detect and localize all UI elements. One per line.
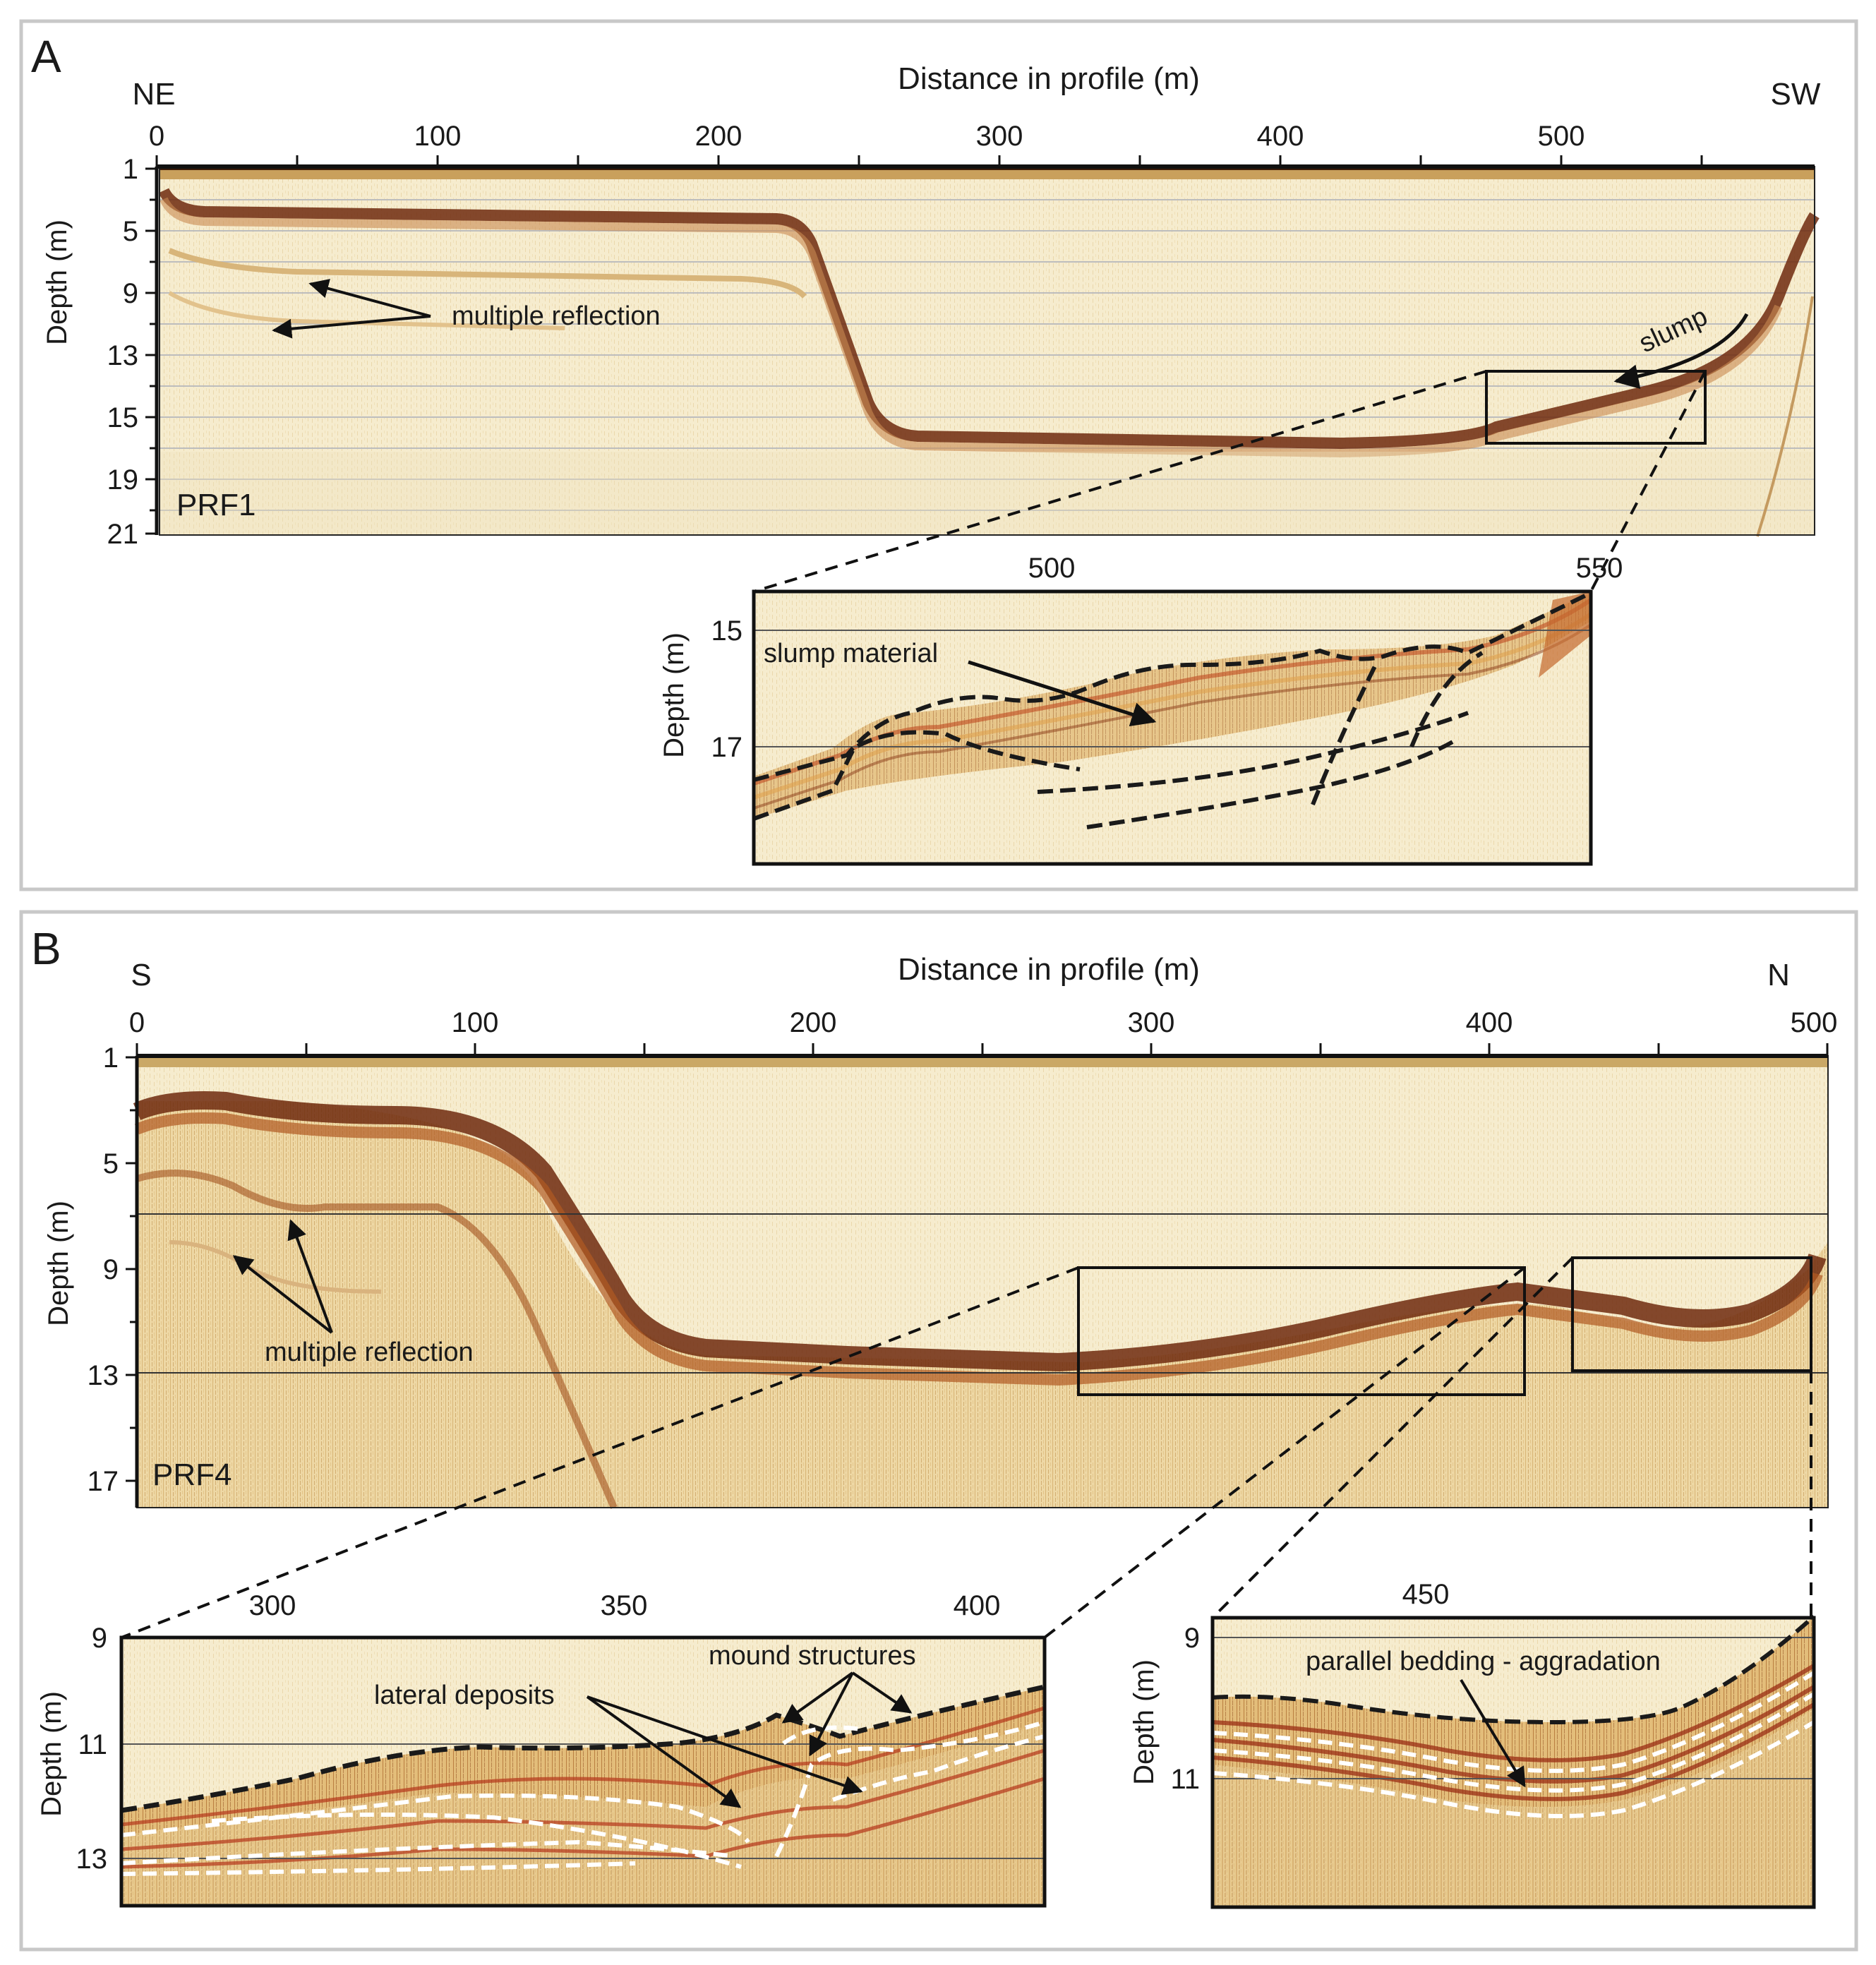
panel-a-y-tick-5: 5: [123, 216, 138, 247]
panel-a-x-tick-0: 0: [149, 121, 164, 152]
panel-a-inset-y-axis-title: Depth (m): [659, 632, 690, 758]
panel-b-dir-left: S: [131, 958, 151, 992]
panel-a-dir-right: SW: [1771, 77, 1821, 112]
panel-b-inset-right-x-tick-450: 450: [1402, 1579, 1450, 1610]
panel-b-x-tick-100: 100: [452, 1007, 499, 1038]
panel-b-inset-left-y-tick-13: 13: [76, 1844, 108, 1875]
panel-b-inset-left-y-tick-11: 11: [78, 1729, 107, 1760]
panel-a-inset-y-tick-15: 15: [711, 615, 743, 647]
panel-b-y-tick-17: 17: [88, 1466, 119, 1497]
panel-b-y-tick-9: 9: [103, 1254, 119, 1285]
panel-b-x-tick-400: 400: [1466, 1007, 1513, 1038]
panel-b-inset-right-y-axis-title: Depth (m): [1129, 1659, 1160, 1785]
panel-b-y-tick-1: 1: [103, 1042, 119, 1074]
panel-a-border: [19, 19, 1858, 891]
panel-a-inset-x-tick-500: 500: [1028, 553, 1076, 584]
panel-a-inset-x-tick-550: 550: [1576, 553, 1623, 584]
panel-a-x-tick-200: 200: [695, 121, 742, 152]
panel-b-inset-left-y-axis-title: Depth (m): [36, 1691, 67, 1817]
panel-a-x-tick-100: 100: [414, 121, 462, 152]
panel-a-zoom-connector-left: [753, 370, 1487, 593]
panel-b-inset-right-y-tick-9: 9: [1184, 1623, 1200, 1654]
panel-b-x-axis: 0 100 200 300 400 500: [129, 1007, 1838, 1058]
panel-b-zoom-box-left: [1077, 1266, 1526, 1396]
panel-a-x-tick-300: 300: [976, 121, 1023, 152]
panel-a-radargram: [158, 167, 1820, 537]
panel-a-y-tick-21: 21: [107, 519, 139, 550]
panel-a-x-axis: 0 100 200 300 400 500: [149, 121, 1815, 169]
panel-a-multiple-reflection-arrows: [272, 279, 431, 339]
panel-a-profile-label: PRF1: [176, 488, 255, 522]
panel-b-x-tick-500: 500: [1791, 1007, 1838, 1038]
panel-a-letter: A: [31, 31, 61, 82]
panel-a-y-tick-19: 19: [107, 464, 139, 495]
panel-a-y-tick-15: 15: [107, 402, 139, 433]
panel-b-radargram: [133, 1056, 1828, 1509]
panel-b-lateral-deposits-arrows: [586, 1695, 863, 1808]
panel-a-inset-slump-material-arrow: [968, 660, 1157, 727]
panel-a-inset-frame: [752, 589, 1593, 866]
panel-b-x-tick-0: 0: [129, 1007, 145, 1038]
panel-b-inset-left-frame: [119, 1635, 1047, 1908]
panel-b-y-tick-13: 13: [88, 1360, 119, 1391]
panel-b-inset-right-radargram: [1212, 1614, 1816, 1907]
panel-b-inset-left-x-tick-350: 350: [601, 1590, 648, 1621]
panel-b-multiple-reflection-label: multiple reflection: [265, 1338, 474, 1367]
panel-b-left-connector-1: [121, 1266, 1079, 1639]
panel-b-dir-right: N: [1767, 958, 1790, 992]
panel-b-mound-structures-arrows: [781, 1671, 913, 1757]
panel-a-inset-y-tick-17: 17: [711, 732, 743, 763]
panel-b-x-axis-title: Distance in profile (m): [898, 952, 1200, 987]
panel-a-x-axis-title: Distance in profile (m): [898, 61, 1200, 96]
panel-a-y-tick-9: 9: [123, 278, 138, 309]
panel-b-letter: B: [31, 923, 61, 974]
panel-a-multiple-reflection-label: multiple reflection: [452, 301, 661, 331]
panel-b-y-tick-5: 5: [103, 1148, 119, 1179]
panel-b-x-tick-300: 300: [1128, 1007, 1175, 1038]
panel-b-lateral-deposits-label: lateral deposits: [374, 1681, 555, 1710]
panel-b-multiple-reflection-arrows: [232, 1219, 333, 1334]
panel-b-profile-label: PRF4: [152, 1458, 232, 1492]
panel-b-inset-left-x-tick-300: 300: [249, 1590, 296, 1621]
panel-b-parallel-bedding-label: parallel bedding - aggradation: [1306, 1647, 1661, 1676]
panel-a-y-axis: 1 5 9 13 15 19 21 Depth (m): [42, 154, 159, 550]
panel-a-inset-radargram: [752, 591, 1592, 864]
panel-a-zoom-box: [1485, 370, 1707, 445]
panel-b-inset-right-y-tick-11: 11: [1170, 1764, 1200, 1795]
panel-b-parallel-bedding-arrow: [1460, 1678, 1526, 1788]
panel-b-inset-right-frame: [1210, 1616, 1816, 1909]
panel-a-x-tick-400: 400: [1257, 121, 1304, 152]
panel-b-x-tick-200: 200: [790, 1007, 837, 1038]
panel-a-inset-slump-material-label: slump material: [764, 639, 938, 668]
panel-b-mound-structures-label: mound structures: [709, 1641, 916, 1671]
panel-b-y-axis-title: Depth (m): [43, 1201, 74, 1326]
panel-a-y-tick-1: 1: [123, 154, 138, 185]
panel-a-y-axis-title: Depth (m): [42, 220, 73, 345]
panel-a-dir-left: NE: [132, 77, 175, 112]
panel-b-inset-left-y-tick-9: 9: [92, 1623, 107, 1654]
panel-a-slump-arrow: [1613, 313, 1749, 389]
panel-a-x-tick-500: 500: [1538, 121, 1585, 152]
panel-b-left-connector-2: [1043, 1266, 1526, 1639]
panel-b-border: [19, 910, 1858, 1952]
panel-a-y-tick-13: 13: [107, 340, 139, 371]
panel-b-inset-left-x-tick-400: 400: [954, 1590, 1001, 1621]
panel-b-zoom-box-right: [1571, 1256, 1812, 1372]
panel-b-right-connector-1: [1211, 1256, 1574, 1619]
panel-b-y-axis: 1 5 9 13 17 Depth (m): [43, 1042, 139, 1508]
panel-b-inset-left-radargram: [121, 1637, 1045, 1906]
